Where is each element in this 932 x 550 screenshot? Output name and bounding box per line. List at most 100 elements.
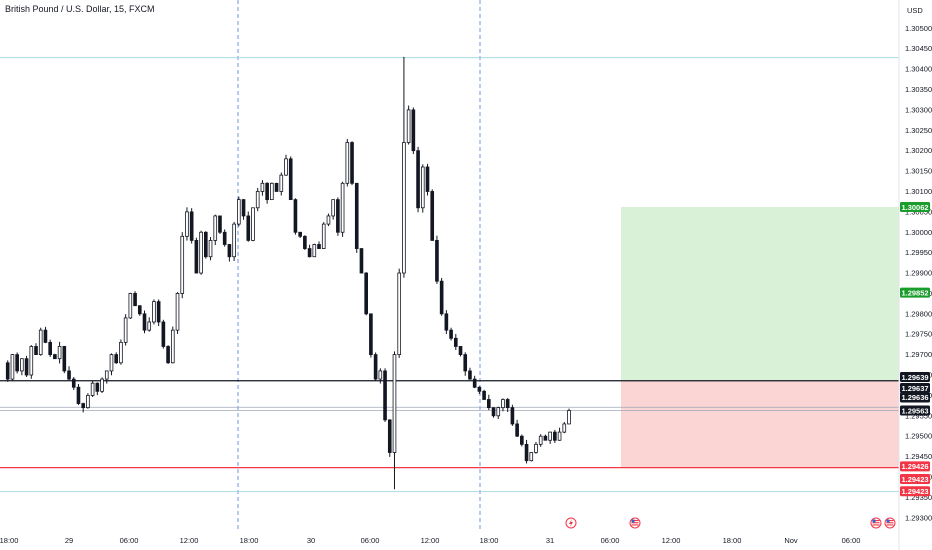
lightning-glyph (569, 519, 573, 527)
candle-body (543, 435, 548, 441)
time-tick-label: 06:00 (361, 536, 380, 545)
price-tick-label: 1.29950 (905, 248, 932, 257)
price-tick-label: 1.30200 (905, 146, 932, 155)
candle-body (453, 337, 458, 347)
candle-body (510, 407, 515, 425)
candle-body (222, 231, 227, 245)
price-tick-label: 1.29500 (905, 432, 932, 441)
us-flag-event-icon[interactable] (629, 517, 641, 529)
candle-body (260, 182, 265, 192)
flag-stripe (872, 520, 880, 522)
last-price-tag-label: 1.29637 (901, 384, 928, 393)
candle-body (62, 346, 67, 372)
price-tick-label: 1.30100 (905, 187, 932, 196)
candle-body (29, 346, 34, 376)
candle-body (109, 354, 114, 372)
candle-body (350, 142, 354, 184)
target-price-tag-label: 1.30062 (901, 203, 928, 212)
candle-body (255, 191, 260, 209)
candle-body (71, 378, 76, 388)
time-tick-label: 31 (546, 536, 554, 545)
stop-price-tag-label: 1.29423 (901, 475, 928, 484)
candle-body (128, 293, 133, 319)
candle-body (340, 182, 345, 233)
candle-body (48, 341, 52, 356)
candle-body (345, 142, 350, 184)
candle-body (567, 410, 571, 425)
candle-body (180, 235, 185, 294)
last-price-tag (900, 372, 930, 383)
candle-body (213, 215, 218, 241)
flag-canton (872, 519, 876, 523)
target-price-tag (900, 287, 930, 298)
candle-body (156, 301, 161, 323)
candle-body (468, 370, 472, 380)
candle-body (392, 354, 397, 453)
us-flag-event-icon[interactable] (870, 517, 882, 529)
candle-body (123, 317, 128, 343)
stop-price-tag (900, 461, 930, 472)
us-flag-event-icon[interactable] (884, 517, 896, 529)
flag-stripe (886, 522, 894, 524)
candle-body (43, 329, 48, 343)
candle-body (95, 382, 100, 392)
price-tick-label: 1.29800 (905, 309, 932, 318)
candle-body (246, 215, 251, 241)
stop-price-tag (900, 474, 930, 485)
candle-body (406, 109, 411, 143)
candle-body (562, 423, 567, 433)
session-grid (237, 0, 481, 532)
candle-body (534, 443, 538, 453)
flag-stripe (872, 524, 880, 526)
candle-body (20, 358, 24, 372)
time-axis: 18:00 29 06:00 12:00 18:00 30 06:00 12:00 18:00 3… (0, 536, 860, 545)
candle-body (317, 244, 321, 249)
candle-body (520, 435, 524, 445)
candle-body (383, 370, 387, 421)
candle-body (38, 329, 43, 356)
candle-body (416, 150, 420, 209)
candle-body (104, 370, 109, 380)
candle-body (312, 244, 317, 258)
candle-body (34, 346, 38, 356)
candle-body (548, 431, 552, 441)
candle-body (194, 240, 199, 274)
lightning-event-icon[interactable] (565, 517, 577, 529)
candle-body (189, 211, 194, 241)
candle-body (10, 354, 15, 380)
candle-body (359, 248, 364, 274)
candle-body (458, 346, 463, 356)
candle-body (147, 321, 152, 331)
candle-body (482, 390, 486, 400)
price-tick-label: 1.29750 (905, 330, 932, 339)
candle-body (425, 166, 430, 192)
time-tick-label: 12:00 (662, 536, 681, 545)
price-tick-label: 1.29450 (905, 452, 932, 461)
last-price-tag-label: 1.29636 (901, 393, 928, 402)
time-tick-label: 12:00 (180, 536, 199, 545)
candle-body (251, 207, 255, 241)
candle-body (397, 272, 402, 356)
candle-body (237, 199, 241, 225)
candle-body (90, 382, 95, 396)
time-tick-label: 06:00 (120, 536, 139, 545)
candle-body (53, 354, 57, 360)
candle-body (477, 386, 482, 392)
price-tick-label: 1.29550 (905, 411, 932, 420)
flag-stripe (631, 524, 639, 526)
candle-body (496, 407, 501, 417)
candle-body (284, 158, 288, 176)
time-tick-label: 12:00 (421, 536, 440, 545)
stop-price-tag (900, 486, 930, 497)
candle-body (553, 431, 557, 441)
candle-body (293, 199, 298, 233)
stop-price-tag-label: 1.29423 (901, 487, 928, 496)
candle-body (505, 399, 510, 409)
price-tick-label: 1.29900 (905, 269, 932, 278)
candle-body (444, 313, 449, 331)
candle-body (420, 166, 425, 209)
candle-body (161, 321, 166, 347)
candle-body (487, 399, 491, 409)
